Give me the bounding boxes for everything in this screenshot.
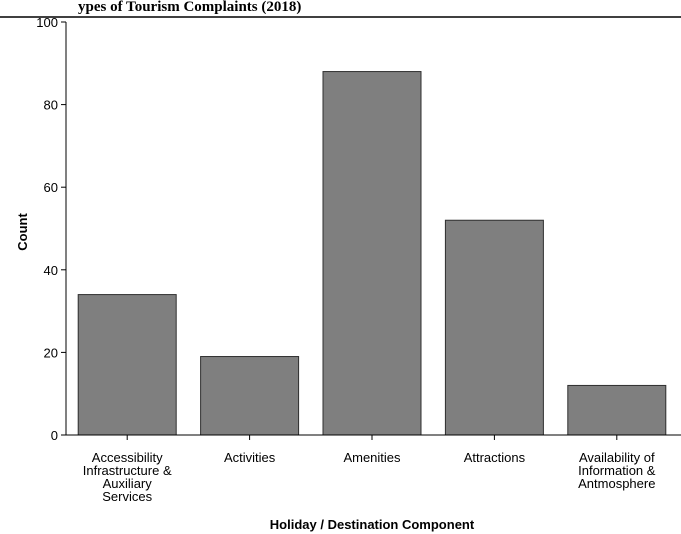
bar <box>567 384 667 436</box>
x-axis: Accessibility Infrastructure & Auxiliary Se… <box>66 434 681 504</box>
bars <box>77 71 667 436</box>
x-tick-label: Amenities <box>343 450 401 465</box>
chart-title-fragment: ypes of Tourism Complaints (2018) <box>78 0 301 15</box>
y-tick-label: 20 <box>44 345 58 360</box>
y-tick-label: 80 <box>44 98 58 113</box>
bar <box>444 219 544 436</box>
y-tick-label: 100 <box>36 15 58 30</box>
bar <box>77 294 177 436</box>
x-tick-label: Activities <box>224 450 276 465</box>
bar <box>200 356 300 436</box>
x-tick-label: Attractions <box>464 450 526 465</box>
bar <box>322 71 422 436</box>
y-tick-label: 0 <box>51 428 58 443</box>
y-tick-label: 60 <box>44 180 58 195</box>
x-tick-label: Accessibility Infrastructure & Auxiliary Se… <box>83 450 172 504</box>
y-tick-label: 40 <box>44 263 58 278</box>
y-axis-title: Count <box>15 213 30 251</box>
x-axis-title: Holiday / Destination Component <box>270 517 475 532</box>
y-axis: 0 20 40 60 80 100 <box>36 15 67 443</box>
x-tick-label: Availability of Information & Antmosphere <box>578 450 656 491</box>
